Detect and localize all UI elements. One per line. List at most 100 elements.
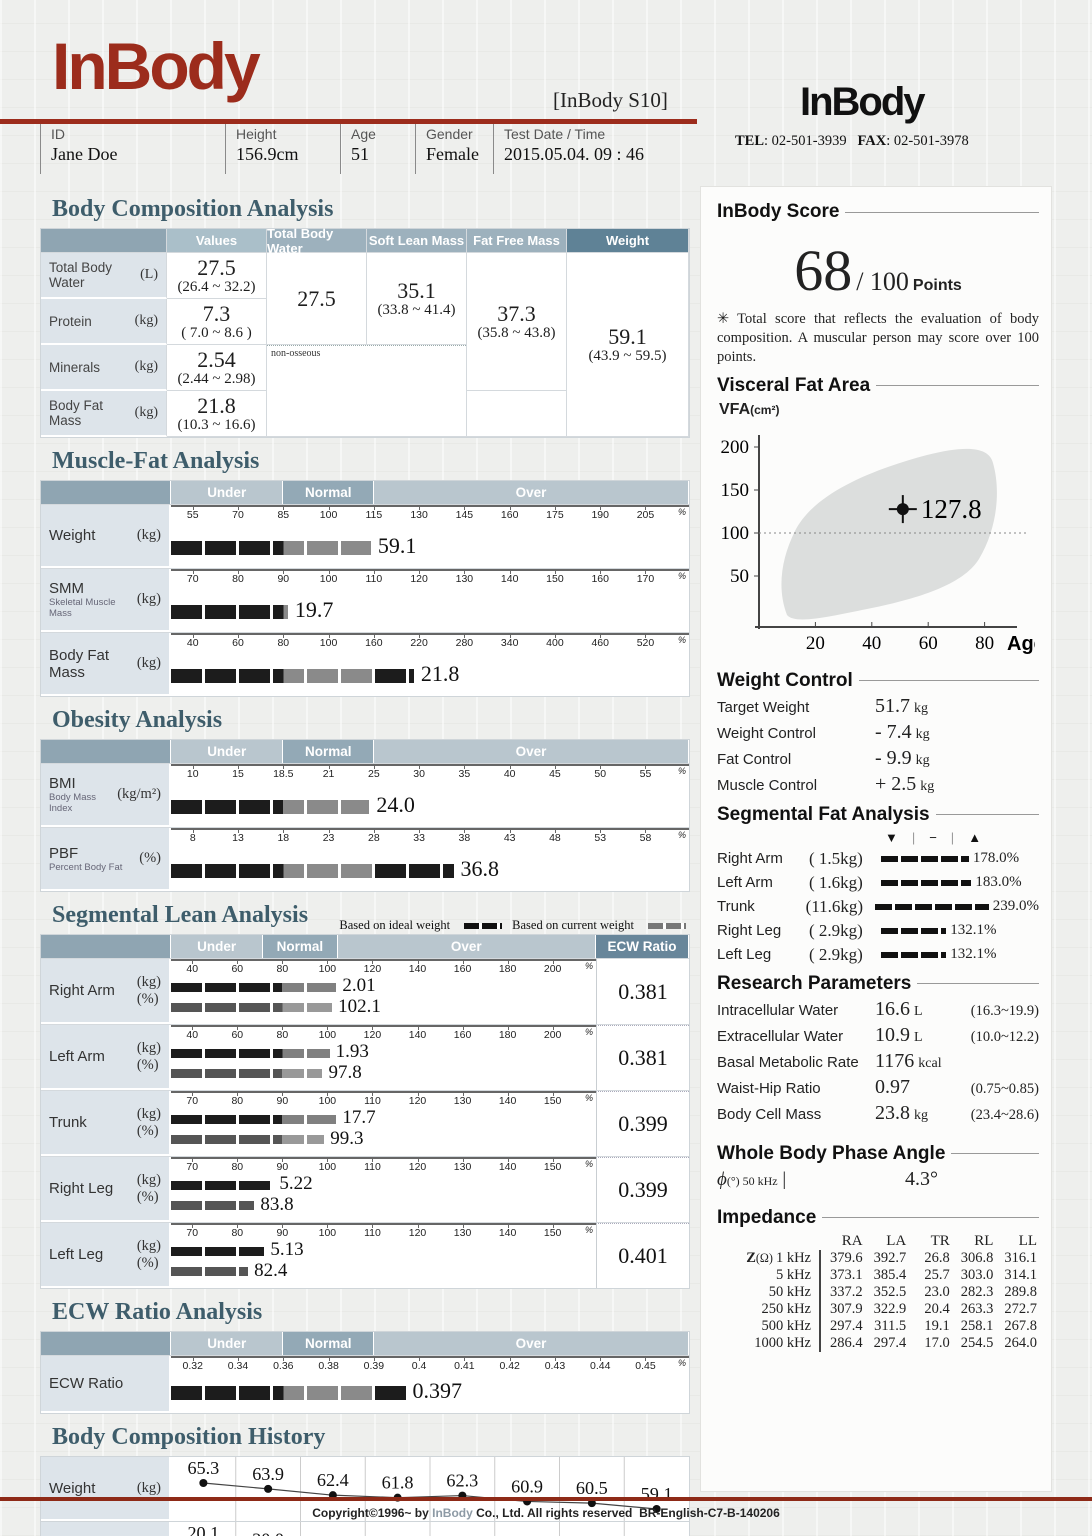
unit-kg: (kg)	[136, 1105, 161, 1122]
percent-sign: %	[677, 635, 686, 645]
tick-mark	[238, 505, 240, 510]
tick-label: 8	[189, 832, 196, 844]
bar-plot: 40 60 80 100 120 140 160 180 200% 1.93 97.8	[171, 1025, 596, 1090]
band-under: Under	[171, 481, 284, 504]
row-name: Weight	[49, 527, 96, 544]
tick-label: 150	[543, 1161, 562, 1173]
tick-mark	[509, 1356, 511, 1361]
tick-label: 60	[231, 1029, 244, 1041]
tick-mark	[509, 633, 511, 638]
tick-label: 200	[543, 963, 562, 975]
tick-mark	[192, 1091, 194, 1096]
field-label: Age	[351, 126, 376, 142]
segmental-fat-row-right-leg: Right Leg ( 2.9kg) 132.1%	[717, 921, 1039, 941]
tick-label: 340	[500, 637, 519, 649]
row-name: ECW Ratio	[49, 1375, 124, 1392]
band-header: Under Normal Over ECW Ratio	[41, 935, 689, 958]
impedance-table: RA LA TR RL LL Z(Ω) 1 kHz 379.6 392.7 26.8 306.8 3…	[717, 1233, 1039, 1352]
down-arrow-icon: ▼	[884, 829, 898, 845]
tick-mark	[462, 1025, 464, 1030]
row-label: Right Leg (kg) (%)	[41, 1157, 171, 1222]
tick-mark	[283, 633, 285, 638]
axis-line	[171, 1223, 596, 1225]
row-label-body-fat-mass: Body Fat Mass (kg)	[41, 391, 167, 437]
row-label: Weight (kg)	[41, 1457, 171, 1521]
impedance-freq-1000kHz: 1000 kHz	[717, 1334, 821, 1352]
row-label: PBF Percent Body Fat (%)	[41, 828, 171, 891]
bar-row-weight: Weight (kg) 55 70 85 100 115 130 145 160 175 190 205…	[41, 504, 689, 568]
band-normal: Normal	[283, 1332, 375, 1355]
band-header: Under Normal Over	[41, 740, 689, 763]
tick-mark	[327, 1025, 329, 1030]
tick-label: 90	[276, 1227, 289, 1239]
tick-label: 0.41	[454, 1360, 475, 1372]
band-under: Under	[171, 935, 264, 958]
tick-mark	[645, 764, 647, 769]
tick-label: 120	[410, 573, 428, 585]
tick-mark	[417, 1091, 419, 1096]
header-rule	[0, 119, 697, 124]
segmental-fat-rows: Right Arm ( 1.5kg) 178.0% Left Arm ( 1.6kg) 1…	[717, 849, 1039, 965]
percent-sign: %	[677, 571, 686, 581]
tick-label: 120	[408, 1095, 427, 1107]
research-row-intracellular-water: Intracellular Water 16.6 L (16.3~19.9)	[717, 998, 1039, 1021]
tick-mark	[192, 764, 194, 769]
tick-label: 160	[591, 573, 609, 585]
tick-label: 53	[594, 832, 607, 844]
row-units: (kg) (%)	[137, 974, 161, 1008]
band-over: Over	[374, 481, 689, 504]
tick-label: 100	[318, 963, 337, 975]
tick-label: 130	[453, 1095, 472, 1107]
tick-label: 100	[318, 1029, 337, 1041]
value: 37.3	[497, 301, 536, 326]
header-blank	[41, 1332, 171, 1355]
patient-field-gender: Gender Female	[415, 124, 493, 174]
legend-current-label: Based on current weight	[512, 918, 634, 932]
field-value: Female	[426, 144, 479, 164]
tick-mark	[282, 1157, 284, 1162]
tick-label: 110	[364, 1227, 381, 1239]
footer-copyright: Copyright©1996~ by InBody Co., Ltd. All …	[312, 1506, 780, 1520]
row-kg-value: ( 2.9kg)	[809, 944, 863, 964]
svg-text:Age: Age	[1007, 633, 1035, 655]
axis-line	[171, 959, 596, 961]
tick-label: 200	[543, 1029, 562, 1041]
tick-label: 110	[364, 1161, 381, 1173]
tick-mark	[238, 1356, 240, 1361]
tick-label: 140	[408, 1029, 427, 1041]
tick-mark	[507, 1025, 509, 1030]
impedance-col-tr: TR	[930, 1232, 950, 1249]
tick-label: 160	[453, 963, 472, 975]
patient-info-bar: ID Jane Doe Height 156.9cm Age 51 Gender Female…	[40, 124, 690, 174]
patient-field-height: Height 156.9cm	[225, 124, 340, 174]
tick-label: 0.43	[544, 1360, 566, 1372]
row-range: (0.75~0.85)	[970, 1080, 1039, 1097]
research-row-waist-hip-ratio: Waist-Hip Ratio 0.97 (0.75~0.85)	[717, 1076, 1039, 1099]
impedance-value: 26.8	[924, 1249, 950, 1266]
tick-mark	[554, 569, 556, 574]
row-value: 1176	[875, 1049, 915, 1072]
unit-kg: (kg)	[136, 1237, 161, 1254]
unit-pct: (%)	[136, 1122, 159, 1139]
tick-label: 0.45	[635, 1360, 656, 1372]
column-header-Soft Lean Mass: Soft Lean Mass	[367, 229, 467, 253]
vfa-data-point	[896, 502, 909, 515]
footer-brand: InBody	[432, 1506, 473, 1520]
band-bar	[171, 1386, 406, 1400]
svg-text:50: 50	[730, 566, 749, 587]
row-unit: (kg)	[136, 655, 161, 671]
kg-value: 1.93	[335, 1041, 369, 1062]
tick-mark	[237, 959, 239, 964]
tick-label: 60	[232, 637, 244, 649]
tick-label: 0.39	[363, 1360, 385, 1372]
tick-label: 43	[503, 832, 516, 844]
tick-mark	[283, 764, 285, 769]
row-label: Intracellular Water	[717, 1001, 839, 1019]
tick-mark	[328, 1356, 330, 1361]
tick-mark	[328, 764, 330, 769]
tick-mark	[464, 764, 466, 769]
seg-lean-row-left-arm: Left Arm (kg) (%) 40 60 80 100 120 140 160 180 200%…	[41, 1024, 689, 1090]
tick-mark	[328, 828, 330, 833]
